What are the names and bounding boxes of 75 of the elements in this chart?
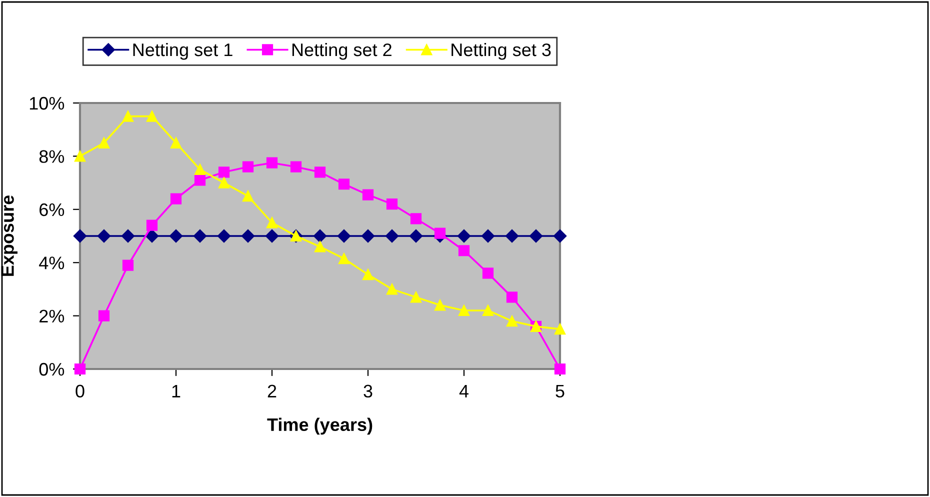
point xyxy=(506,316,518,327)
point xyxy=(241,229,255,243)
point xyxy=(193,229,207,243)
y-axis-title: Exposure xyxy=(1,195,18,276)
point xyxy=(554,363,566,375)
x-tick-label: 4 xyxy=(459,384,468,398)
legend-label: Netting set 2 xyxy=(292,42,392,60)
y-tick-label: 6% xyxy=(40,203,64,216)
point xyxy=(457,229,471,243)
point xyxy=(266,217,278,228)
point xyxy=(74,363,86,375)
point xyxy=(218,166,230,178)
point xyxy=(146,220,158,231)
point xyxy=(98,137,110,148)
point xyxy=(409,229,423,243)
x-tick-label: 3 xyxy=(364,384,372,398)
point xyxy=(242,190,254,202)
point xyxy=(434,300,446,311)
point xyxy=(73,229,87,243)
legend-label: Netting set 3 xyxy=(452,42,551,60)
y-tick-label: 0% xyxy=(39,362,64,376)
point xyxy=(97,229,111,243)
point xyxy=(265,229,279,243)
point xyxy=(386,198,398,210)
point xyxy=(314,241,326,252)
point xyxy=(194,174,206,186)
y-tick-label: 10% xyxy=(30,96,64,110)
legend-label: Netting set 1 xyxy=(133,42,232,60)
point xyxy=(482,268,494,279)
point xyxy=(553,229,567,243)
point xyxy=(361,229,375,243)
point xyxy=(146,110,158,122)
point xyxy=(529,229,543,243)
point xyxy=(410,292,422,303)
y-tick-label: 4% xyxy=(39,256,64,270)
x-tick-label: 5 xyxy=(556,384,564,398)
point xyxy=(362,269,374,280)
y-tick-label: 8% xyxy=(39,150,64,163)
x-tick-label: 0 xyxy=(76,384,84,398)
point xyxy=(290,161,302,172)
point xyxy=(505,229,519,243)
x-tick-label: 1 xyxy=(172,384,180,398)
point xyxy=(482,304,494,316)
point xyxy=(145,229,159,243)
point xyxy=(170,137,182,148)
point xyxy=(338,178,350,190)
point xyxy=(170,193,182,204)
point xyxy=(194,164,206,176)
point xyxy=(218,177,230,188)
point xyxy=(217,229,231,243)
point xyxy=(554,324,566,335)
point xyxy=(242,161,254,172)
point xyxy=(481,229,495,243)
point xyxy=(458,304,470,316)
point xyxy=(362,189,374,200)
point xyxy=(337,229,351,243)
point xyxy=(385,229,399,243)
x-tick-label: 2 xyxy=(268,384,276,398)
point xyxy=(434,228,446,239)
point xyxy=(122,110,134,122)
point xyxy=(121,229,135,243)
point xyxy=(410,213,422,224)
point xyxy=(313,229,327,243)
point xyxy=(314,166,326,178)
point xyxy=(458,245,470,256)
point xyxy=(74,150,86,162)
point xyxy=(386,284,398,295)
point xyxy=(338,253,350,264)
point xyxy=(266,157,278,168)
point xyxy=(98,310,110,322)
point xyxy=(169,229,183,243)
point xyxy=(506,292,518,303)
point xyxy=(122,260,134,271)
x-axis-title: Time (years) xyxy=(267,418,372,435)
y-tick-label: 2% xyxy=(40,310,64,322)
